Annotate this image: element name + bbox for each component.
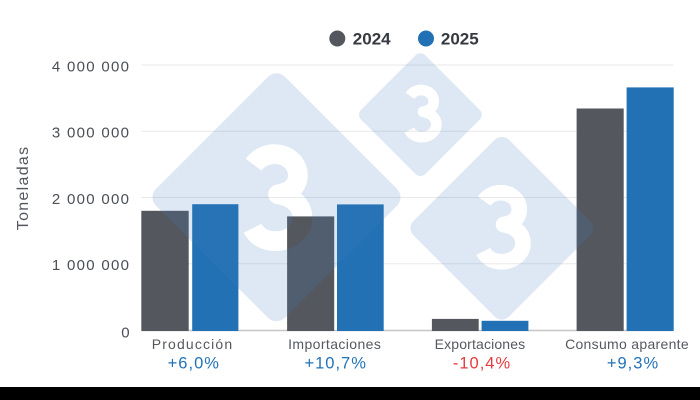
svg-text:1 000 000: 1 000 000 [52, 257, 130, 274]
svg-text:Producción: Producción [152, 336, 234, 352]
svg-text:Exportaciones: Exportaciones [435, 336, 526, 352]
svg-text:4 000 000: 4 000 000 [52, 58, 130, 75]
svg-text:2025: 2025 [441, 29, 479, 48]
svg-text:+6,0%: +6,0% [168, 354, 220, 372]
svg-text:2024: 2024 [353, 29, 391, 48]
svg-text:+10,7%: +10,7% [304, 354, 366, 372]
svg-text:2 000 000: 2 000 000 [52, 191, 130, 208]
svg-text:Consumo aparente: Consumo aparente [565, 336, 689, 352]
svg-text:Importaciones: Importaciones [288, 336, 381, 352]
svg-text:-10,4%: -10,4% [453, 354, 511, 372]
svg-text:0: 0 [121, 324, 129, 341]
svg-text:+9,3%: +9,3% [607, 354, 659, 372]
svg-text:3 000 000: 3 000 000 [52, 125, 130, 142]
svg-text:Toneladas: Toneladas [15, 146, 32, 231]
